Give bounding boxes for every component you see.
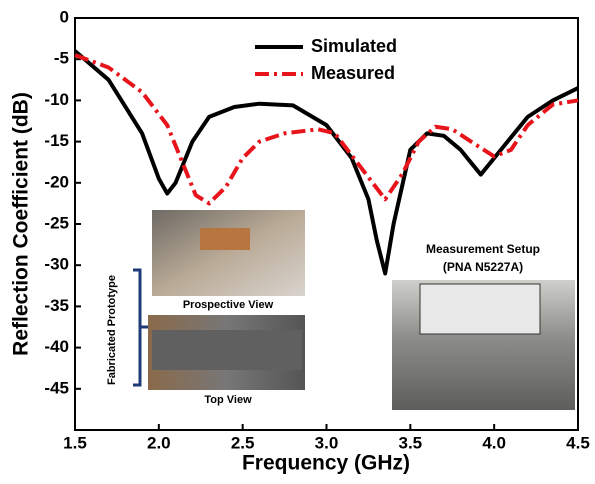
x-tick-label: 2.5 bbox=[231, 433, 255, 452]
x-tick-label: 4.0 bbox=[482, 433, 506, 452]
annotation: Top View bbox=[204, 394, 252, 406]
annotation: Measurement Setup bbox=[426, 242, 540, 256]
series-line bbox=[74, 53, 579, 206]
y-tick-label: -35 bbox=[44, 296, 69, 315]
photo-detail bbox=[419, 283, 541, 335]
y-tick-label: -45 bbox=[44, 378, 69, 397]
legend-label: Simulated bbox=[311, 36, 397, 56]
photo-detail bbox=[152, 330, 302, 370]
photo-prospective bbox=[152, 210, 305, 296]
x-tick-label: 2.0 bbox=[147, 433, 171, 452]
insets: Prospective View Top View Fabricated Pro… bbox=[106, 210, 575, 410]
annotation: Prospective View bbox=[183, 299, 274, 311]
legend-label: Measured bbox=[311, 63, 395, 83]
x-tick-label: 3.5 bbox=[399, 433, 423, 452]
series-line bbox=[73, 49, 579, 276]
y-tick-label: 0 bbox=[60, 7, 69, 26]
y-axis-label: Reflection Coefficient (dB) bbox=[10, 92, 33, 356]
annotation: (PNA N5227A) bbox=[443, 260, 523, 274]
y-tick-label: -10 bbox=[44, 90, 69, 109]
y-tick-label: -5 bbox=[54, 49, 69, 68]
x-tick-label: 4.5 bbox=[566, 433, 590, 452]
y-tick-label: -25 bbox=[44, 213, 69, 232]
photo-detail bbox=[200, 228, 250, 250]
y-tick-label: -15 bbox=[44, 131, 69, 150]
x-tick-label: 3.0 bbox=[315, 433, 339, 452]
y-tick-label: -40 bbox=[44, 337, 69, 356]
x-axis-label: Frequency (GHz) bbox=[242, 452, 410, 475]
x-tick-label: 1.5 bbox=[63, 433, 87, 452]
annotation: Fabricated Prototype bbox=[106, 275, 118, 385]
bracket bbox=[133, 268, 148, 387]
y-tick-label: -20 bbox=[44, 172, 69, 191]
y-tick-label: -30 bbox=[44, 255, 69, 274]
